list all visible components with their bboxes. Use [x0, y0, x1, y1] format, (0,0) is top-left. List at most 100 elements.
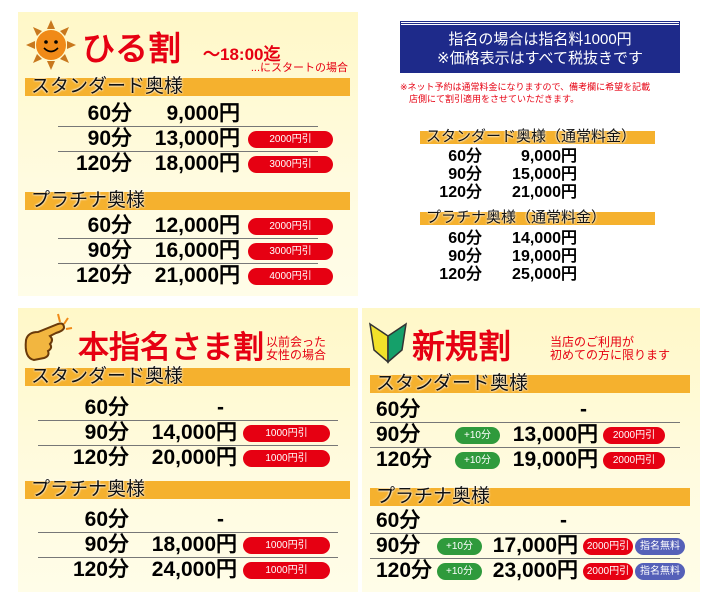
section-header-bar: スタンダード奥様（通常料金） [420, 128, 655, 145]
row-divider [370, 558, 680, 559]
price-row: 90分 14,000円 1000円引 [18, 421, 358, 446]
discount-badge: 1000円引 [243, 450, 330, 467]
duration: 120分 [72, 558, 129, 581]
row-divider [58, 263, 318, 264]
time-note: ...にスタートの場合 [250, 62, 348, 74]
price-row: 90分 13,000円 +10分 2000円引 [362, 423, 700, 448]
notice-line-1: 指名の場合は指名料1000円 [448, 31, 632, 48]
row-divider [38, 420, 338, 421]
note-line-2: 初めての方に限ります [550, 348, 671, 362]
duration: 60分 [448, 230, 482, 247]
discount-badge: 2000円引 [583, 538, 633, 555]
price-row: 120分 20,000円 1000円引 [18, 446, 358, 471]
price-list: 60分 14,000円 90分 19,000円 120分 25,000円 [380, 230, 705, 284]
price: 18,000円 [151, 533, 237, 556]
discount-badge: 4000円引 [248, 268, 333, 285]
price-row: 120分 25,000円 [380, 266, 705, 284]
section-label: プラチナ奥様 [376, 486, 491, 507]
duration: 120分 [376, 448, 433, 471]
panel-title: ひる割 [82, 30, 181, 67]
duration: 90分 [376, 423, 421, 446]
price: 15,000円 [512, 166, 577, 183]
price-row: 120分 21,000円 [380, 184, 705, 202]
section-label: スタンダード奥様 [31, 366, 184, 387]
price: 13,000円 [512, 423, 598, 446]
section-header-bar: プラチナ奥様 [370, 486, 690, 507]
duration: 120分 [376, 559, 433, 582]
discount-badge: 2000円引 [248, 218, 333, 235]
price-row: 90分 13,000円 2000円引 [18, 127, 358, 152]
price-row: 60分 - [362, 509, 700, 534]
price: 14,000円 [151, 421, 237, 444]
duration: 90分 [448, 248, 482, 265]
price-row: 90分 16,000円 3000円引 [18, 239, 358, 264]
price-row: 60分 14,000円 [380, 230, 705, 248]
price: 18,000円 [154, 152, 240, 175]
price-row: 60分 9,000円 [18, 102, 358, 127]
section-label: プラチナ奥様（通常料金） [426, 209, 607, 226]
duration: 60分 [84, 508, 129, 531]
price: - [560, 509, 567, 532]
duration: 120分 [439, 184, 482, 201]
price: 17,000円 [492, 534, 578, 557]
duration: 60分 [376, 398, 421, 421]
pointing-hand-icon [24, 313, 73, 362]
price: 23,000円 [492, 559, 578, 582]
price-row: 90分 15,000円 [380, 166, 705, 184]
section-header-bar: スタンダード奥様 [370, 373, 690, 394]
row-divider [58, 126, 318, 127]
row-divider [38, 557, 338, 558]
price: 16,000円 [154, 239, 240, 262]
price-list: 60分 - 90分 13,000円 +10分 2000円引 120分 19,000円 +10分 2… [362, 398, 700, 473]
price-list: 60分 9,000円 90分 13,000円 2000円引 120分 18,000円 3000… [18, 102, 358, 177]
row-divider [370, 447, 680, 448]
price: 24,000円 [151, 558, 237, 581]
hiru-discount-panel: ひる割 ～18:00迄 ...にスタートの場合 スタンダード奥様 60分 9,000… [18, 12, 358, 296]
shinki-discount-panel: 新規割 当店のご利用が 初めての方に限ります スタンダード奥様 60分 - 90分 13… [362, 308, 700, 592]
price-row: 60分 9,000円 [380, 148, 705, 166]
duration: 90分 [87, 239, 132, 262]
net-note-line-1: ※ネット予約は通常料金になりますので、備考欄に希望を記載 [400, 82, 651, 92]
price-row: 60分 12,000円 2000円引 [18, 214, 358, 239]
free-nomination-badge: 指名無料 [635, 563, 685, 580]
duration: 120分 [75, 152, 132, 175]
discount-badge: 2000円引 [603, 452, 665, 469]
price: 13,000円 [154, 127, 240, 150]
price-row: 90分 18,000円 1000円引 [18, 533, 358, 558]
duration: 60分 [87, 102, 132, 125]
discount-badge: 2000円引 [583, 563, 633, 580]
honshimei-discount-panel: 本指名さま割 以前会った 女性の場合 スタンダード奥様 60分 - 90分 14,000… [18, 308, 358, 592]
price-row: 60分 - [362, 398, 700, 423]
price-row: 60分 - [18, 508, 358, 533]
section-label: スタンダード奥様（通常料金） [426, 128, 637, 145]
discount-badge: 3000円引 [248, 243, 333, 260]
price: 9,000円 [520, 148, 577, 165]
price: - [217, 396, 224, 419]
row-divider [58, 238, 318, 239]
notice-line-2: ※価格表示はすべて税抜きです [437, 50, 643, 67]
price: 9,000円 [166, 102, 240, 125]
note-line-1: 当店のご利用が [550, 335, 635, 349]
price: - [580, 398, 587, 421]
duration: 60分 [448, 148, 482, 165]
price-row: 120分 24,000円 1000円引 [18, 558, 358, 583]
row-divider [38, 445, 338, 446]
duration: 90分 [87, 127, 132, 150]
duration: 120分 [75, 264, 132, 287]
discount-badge: 1000円引 [243, 537, 330, 554]
price-list: 60分 12,000円 2000円引 90分 16,000円 3000円引 120分 21,0… [18, 214, 358, 289]
price-list: 60分 9,000円 90分 15,000円 120分 21,000円 [380, 148, 705, 202]
discount-badge: 2000円引 [248, 131, 333, 148]
price-row: 90分 17,000円 +10分 2000円引 指名無料 [362, 534, 700, 559]
sun-icon [26, 20, 76, 70]
row-divider [370, 422, 680, 423]
note-line-1: 以前会った [266, 335, 327, 349]
panel-title: 本指名さま割 [78, 330, 264, 365]
extra-time-badge: +10分 [455, 427, 500, 444]
discount-badge: 1000円引 [243, 562, 330, 579]
net-note-line-2: 店側にて割引適用をさせていただきます。 [409, 94, 580, 104]
free-nomination-badge: 指名無料 [635, 538, 685, 555]
section-label: プラチナ奥様 [31, 190, 146, 211]
price-row: 120分 23,000円 +10分 2000円引 指名無料 [362, 559, 700, 584]
price: 14,000円 [512, 230, 577, 247]
